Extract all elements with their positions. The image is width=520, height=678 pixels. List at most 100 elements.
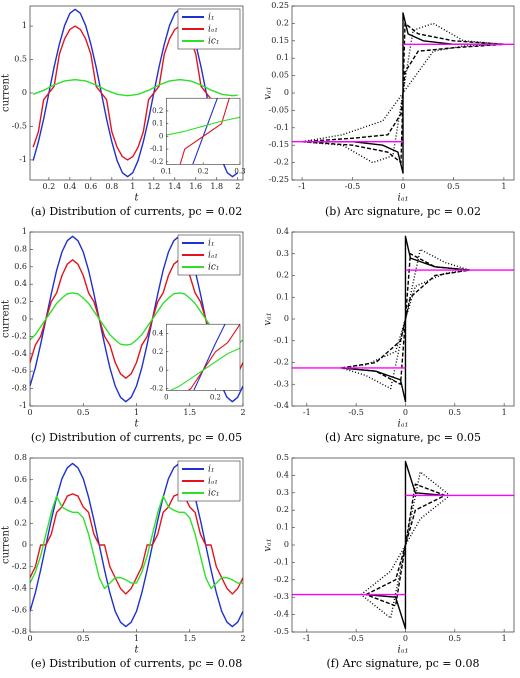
x-tick-label: -1 [303, 634, 311, 643]
y-tick-label: 0.4 [14, 279, 27, 288]
y-tick-label: 0.2 [276, 505, 289, 514]
y-tick-label: 0.6 [14, 262, 27, 271]
x-tick-label: 0 [400, 182, 405, 191]
y-tick-label: 0 [22, 540, 27, 549]
y-tick-label: 0 [22, 88, 27, 97]
y-tick-label: -0.2 [12, 562, 27, 571]
x-tick-label: 1.4 [168, 182, 181, 191]
axes-frame [29, 231, 244, 407]
inset-background [166, 324, 240, 391]
x-tick-label: 0 [27, 634, 32, 643]
x-tick-label: 1 [130, 182, 135, 191]
series-line [30, 462, 243, 628]
x-axis-label: iₐ₁ [398, 645, 409, 656]
y-tick-label: -0.1 [274, 123, 289, 132]
caption: (e) Distribution of currents, pc = 0.08 [31, 657, 243, 670]
x-tick-label: 2 [235, 182, 240, 191]
x-axis-label: t [134, 419, 139, 430]
y-tick-label: 0.1 [276, 53, 289, 62]
y-axis-label: current [1, 526, 12, 564]
series-line [30, 493, 243, 595]
series-line [302, 22, 505, 164]
series-line [302, 12, 504, 174]
y-tick-label: 0.2 [276, 18, 289, 27]
y-tick-label: 0.3 [276, 488, 289, 497]
x-tick-label: 1.5 [183, 634, 196, 643]
y-tick-label: 0.2 [14, 518, 27, 527]
x-tick-label: 0.8 [105, 182, 118, 191]
x-tick-label: 1 [502, 408, 507, 417]
legend-label: iₐ₁ [208, 251, 218, 261]
y-tick-label: 1 [22, 227, 27, 236]
x-tick-label: -0.5 [345, 182, 360, 191]
legend-label: ic₁ [208, 263, 220, 273]
x-tick-label: -1 [298, 182, 306, 191]
y-tick-label: -0.4 [12, 349, 27, 358]
x-tick-label: 0.2 [43, 182, 56, 191]
y-tick-label: -0.15 [268, 140, 289, 149]
caption: (b) Arc signature, pc = 0.02 [325, 205, 481, 218]
x-tick-label: 0 [164, 393, 168, 401]
y-tick-label: -0.2 [274, 358, 289, 367]
y-tick-label: 0.2 [14, 297, 27, 306]
x-tick-label: 1 [501, 182, 506, 191]
series-line [341, 248, 471, 390]
caption: (d) Arc signature, pc = 0.05 [325, 431, 481, 444]
x-tick-label: 0 [403, 634, 408, 643]
x-tick-label: 0 [403, 408, 408, 417]
x-tick-label: 0.5 [77, 634, 90, 643]
y-tick-label: -0.1 [274, 557, 289, 566]
y-tick-label: 0.15 [271, 36, 289, 45]
y-tick-label: 0.4 [276, 227, 289, 236]
x-tick-label: 0.4 [64, 182, 77, 191]
plot-area [292, 235, 514, 403]
y-tick-label: -0.6 [12, 366, 27, 375]
y-tick-label: 0.8 [14, 244, 27, 253]
plot-area [30, 462, 243, 628]
y-tick-label: -0.2 [150, 385, 164, 393]
x-tick-label: 0.1 [161, 167, 172, 175]
y-tick-label: -0.25 [268, 175, 289, 184]
x-tick-label: 0.5 [77, 408, 90, 417]
x-tick-label: 1 [134, 408, 139, 417]
y-tick-label: 0.25 [271, 1, 289, 10]
y-axis-label: vₐ₁ [263, 538, 274, 551]
series-line [365, 460, 445, 630]
x-axis-label: iₐ₁ [398, 193, 409, 204]
plot-area [292, 460, 514, 630]
y-tick-label: -1 [19, 401, 27, 410]
x-axis-label: t [134, 193, 139, 204]
y-tick-label: 0 [284, 540, 289, 549]
y-tick-label: 0 [284, 88, 289, 97]
series-line [30, 495, 243, 590]
x-tick-label: -0.5 [348, 634, 363, 643]
y-tick-label: 1 [22, 21, 27, 30]
y-tick-label: -0.4 [274, 401, 289, 410]
y-tick-label: -0.2 [12, 331, 27, 340]
y-tick-label: 0.2 [152, 348, 163, 356]
y-tick-label: 0.6 [14, 475, 27, 484]
x-tick-label: -0.5 [348, 408, 363, 417]
x-tick-label: 0.5 [448, 634, 461, 643]
plot-area [292, 12, 514, 174]
legend-label: ic₁ [208, 489, 220, 499]
y-axis-label: vₐ₁ [263, 86, 274, 99]
y-tick-label: -0.2 [150, 158, 164, 166]
series-line [32, 25, 239, 161]
caption: (c) Distribution of currents, pc = 0.05 [31, 431, 242, 444]
y-tick-label: 0.05 [271, 71, 289, 80]
y-tick-label: 0.8 [14, 453, 27, 462]
axes-frame [291, 5, 515, 181]
y-tick-label: -0.3 [274, 379, 289, 388]
x-tick-label: 1 [134, 634, 139, 643]
y-tick-label: -0.5 [274, 627, 289, 636]
series-line [341, 235, 470, 403]
legend-label: iₐ₁ [208, 477, 218, 487]
y-tick-label: -0.2 [274, 575, 289, 584]
x-tick-label: 1.5 [183, 408, 196, 417]
x-tick-label: 1.2 [147, 182, 160, 191]
y-tick-label: -0.8 [12, 627, 27, 636]
legend-label: i₁ [208, 239, 215, 249]
y-axis-label: vₐ₁ [263, 312, 274, 325]
y-tick-label: -0.4 [12, 584, 27, 593]
